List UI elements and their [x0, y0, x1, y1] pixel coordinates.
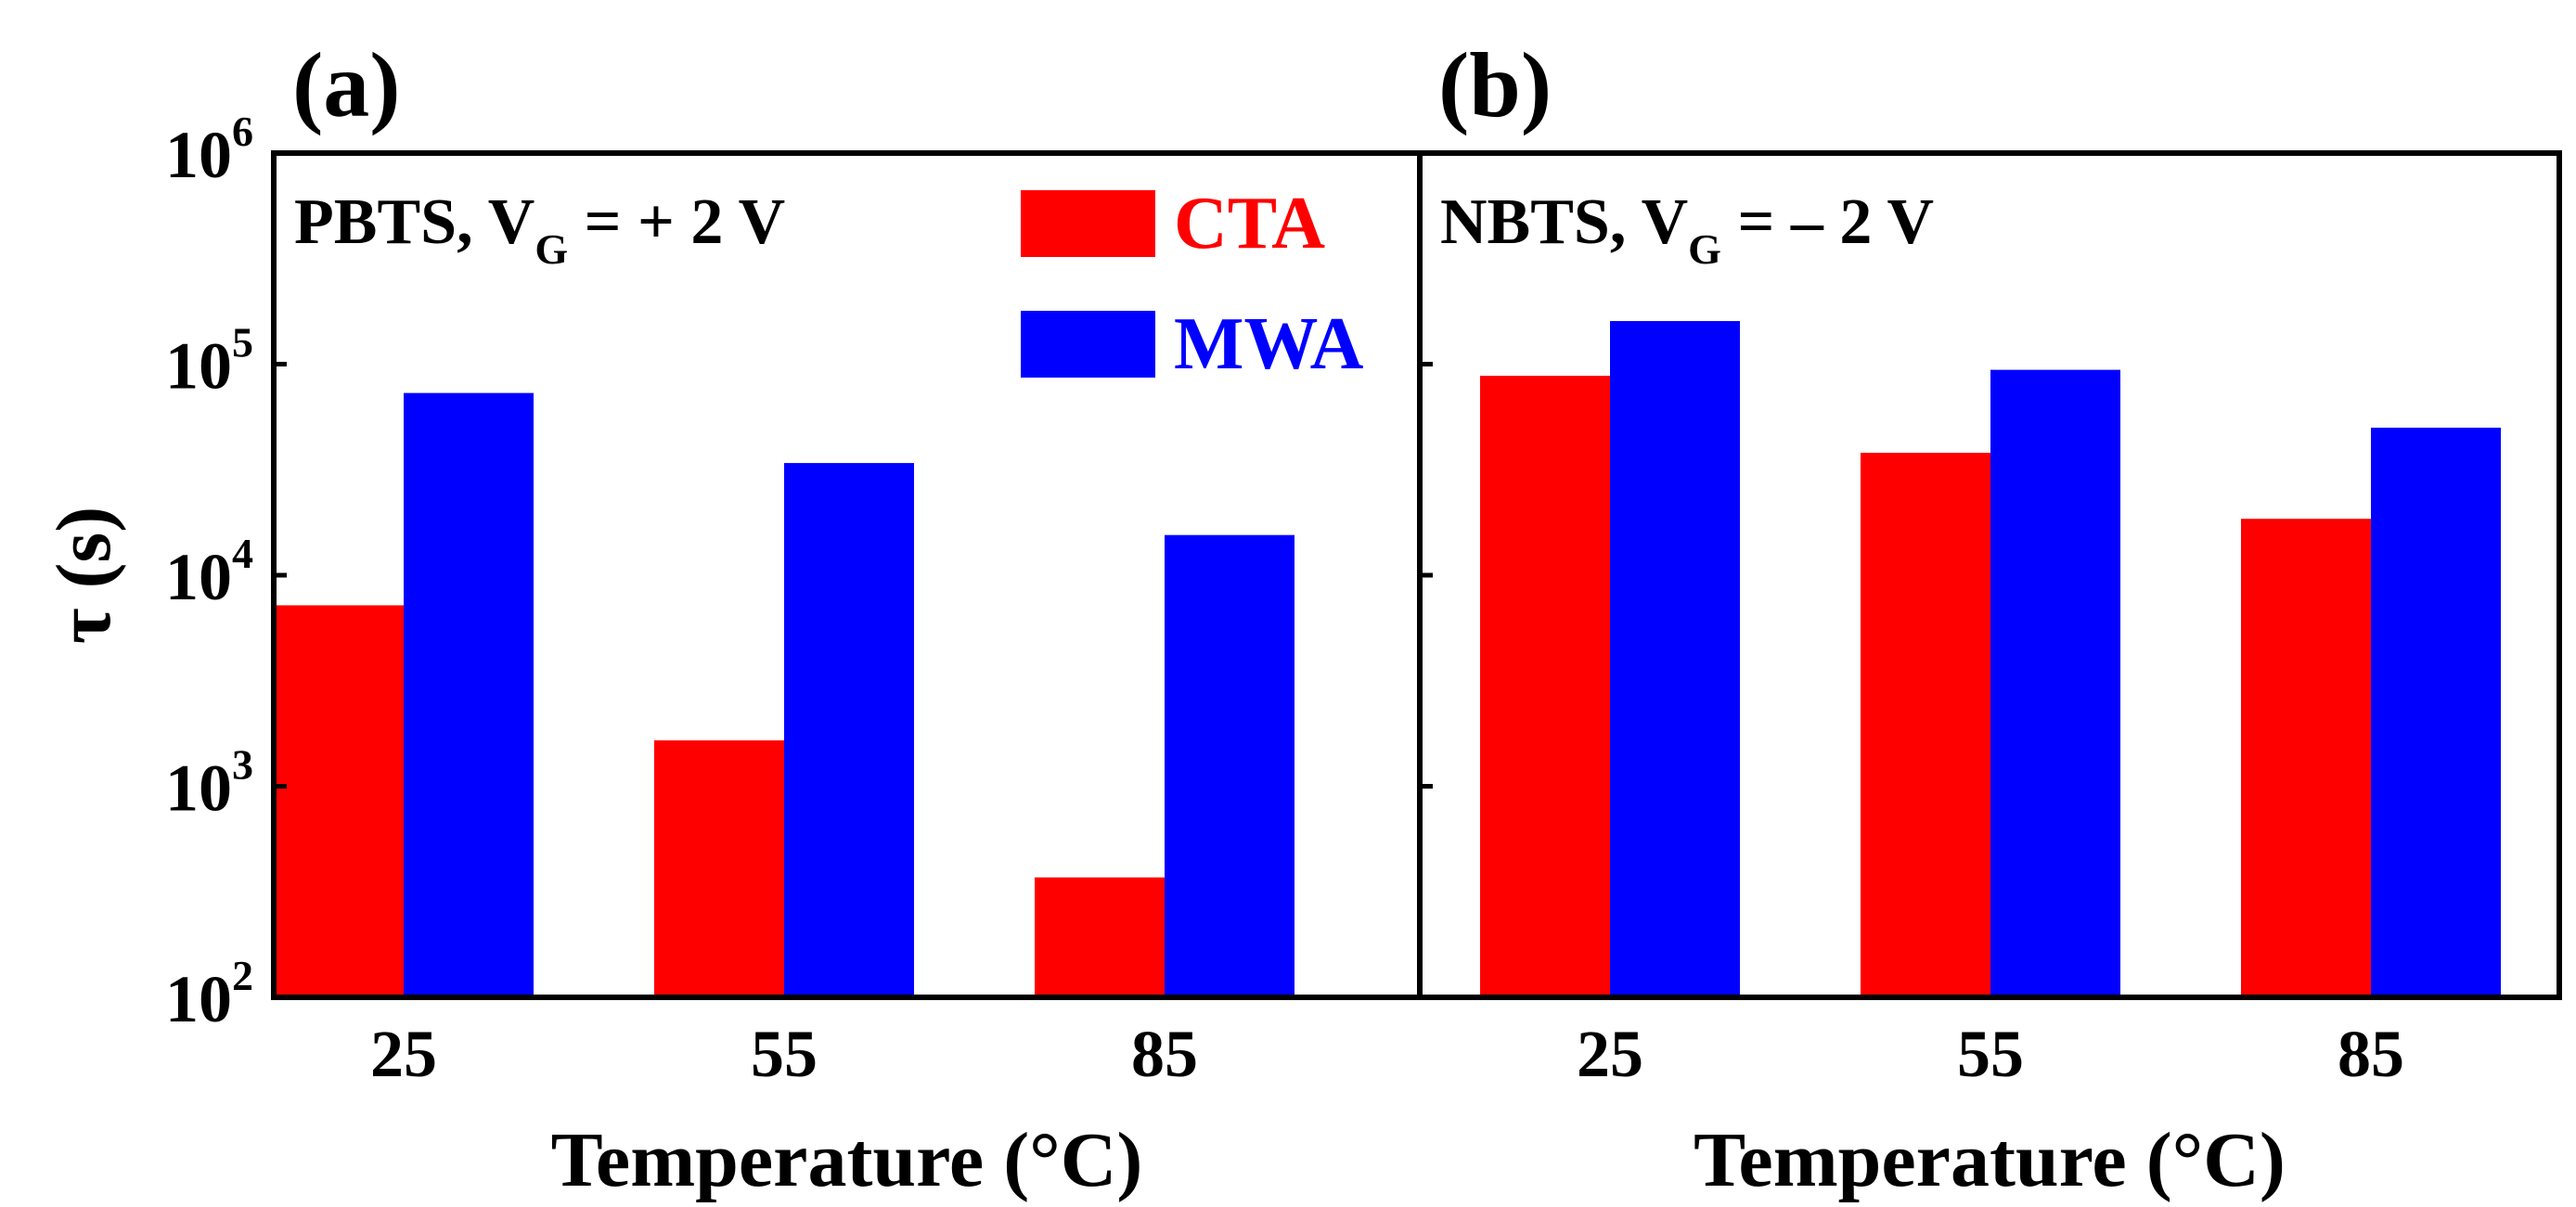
y-tick-exponent: 5	[232, 319, 253, 366]
y-tick-exponent: 4	[232, 530, 253, 577]
y-tick-exponent: 6	[232, 108, 253, 155]
legend-swatch-cta	[1021, 190, 1155, 257]
y-tick-base: 10	[165, 540, 232, 614]
panel-label: (a)	[292, 33, 401, 136]
x-tick-label: 85	[2338, 1017, 2404, 1091]
plot-frame	[1417, 150, 2562, 1000]
bar-mwa-55	[784, 463, 914, 998]
y-tick-exponent: 2	[232, 952, 253, 999]
annotation-tail: = – 2 V	[1721, 186, 1934, 258]
y-axis-label: τ (s)	[41, 507, 127, 644]
bar-mwa-55	[1990, 369, 2120, 997]
bar-mwa-25	[404, 392, 534, 997]
x-axis-label: Temperature (°C)	[1694, 1117, 2286, 1203]
bar-cta-55	[1861, 453, 1990, 997]
y-tick-base: 10	[165, 751, 232, 826]
y-tick-label: 102	[165, 952, 253, 1036]
bar-cta-25	[274, 605, 404, 997]
y-tick-base: 10	[165, 962, 232, 1036]
legend-label-mwa: MWA	[1174, 303, 1364, 385]
annotation-tail: = + 2 V	[568, 186, 785, 258]
x-tick-label: 55	[1957, 1017, 2024, 1091]
bar-mwa-85	[2371, 427, 2501, 997]
bar-cta-85	[2241, 519, 2371, 997]
stress-annotation: PBTS, VG = + 2 V	[294, 186, 785, 273]
y-tick-label: 103	[165, 741, 253, 826]
x-tick-label: 55	[751, 1017, 818, 1091]
annotation-subscript: G	[535, 225, 568, 273]
x-axis-label: Temperature (°C)	[551, 1117, 1143, 1203]
annotation-main: NBTS, V	[1440, 186, 1688, 258]
bar-cta-85	[1035, 877, 1165, 997]
panel-b: 25 55 85 Temperature (°C) (b) NBTS, VG = – 2 …	[1417, 33, 2562, 1203]
y-tick-label: 105	[165, 319, 253, 404]
legend-label-cta: CTA	[1174, 183, 1325, 264]
annotation-main: PBTS, V	[294, 186, 535, 258]
bar-cta-25	[1480, 376, 1610, 997]
y-tick-base: 10	[165, 329, 232, 404]
bar-cta-55	[654, 740, 784, 997]
y-tick-label: 106	[165, 108, 253, 192]
panel-label: (b)	[1438, 33, 1552, 136]
x-tick-label: 25	[1577, 1017, 1643, 1091]
y-tick-exponent: 3	[232, 741, 253, 789]
stress-annotation: NBTS, VG = – 2 V	[1440, 186, 1934, 273]
annotation-subscript: G	[1688, 225, 1721, 273]
bar-mwa-85	[1165, 534, 1294, 997]
bar-mwa-25	[1610, 321, 1740, 997]
legend-swatch-mwa	[1021, 311, 1155, 378]
y-tick-label: 104	[165, 530, 253, 614]
y-tick-base: 10	[165, 118, 232, 192]
x-tick-label: 85	[1131, 1017, 1198, 1091]
x-tick-label: 25	[370, 1017, 437, 1091]
